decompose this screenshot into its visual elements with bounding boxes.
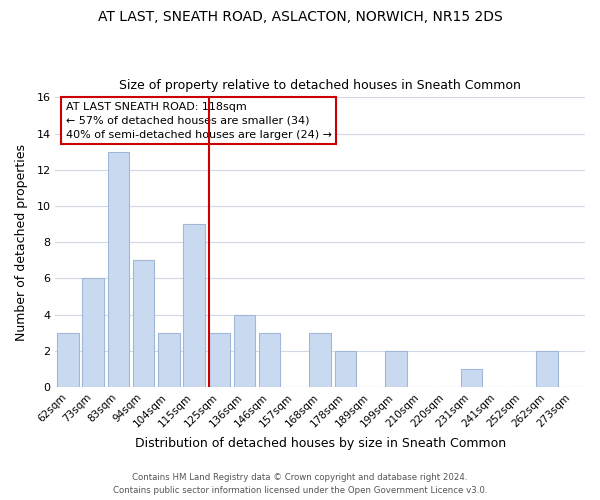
- Bar: [133, 260, 154, 387]
- Bar: [335, 350, 356, 387]
- Bar: [82, 278, 104, 387]
- Bar: [209, 332, 230, 387]
- Bar: [107, 152, 129, 387]
- Bar: [385, 350, 407, 387]
- Bar: [461, 369, 482, 387]
- Bar: [57, 332, 79, 387]
- Bar: [158, 332, 179, 387]
- X-axis label: Distribution of detached houses by size in Sneath Common: Distribution of detached houses by size …: [134, 437, 506, 450]
- Bar: [184, 224, 205, 387]
- Text: AT LAST SNEATH ROAD: 118sqm
← 57% of detached houses are smaller (34)
40% of sem: AT LAST SNEATH ROAD: 118sqm ← 57% of det…: [66, 102, 332, 140]
- Bar: [259, 332, 280, 387]
- Y-axis label: Number of detached properties: Number of detached properties: [15, 144, 28, 340]
- Title: Size of property relative to detached houses in Sneath Common: Size of property relative to detached ho…: [119, 79, 521, 92]
- Bar: [536, 350, 558, 387]
- Bar: [310, 332, 331, 387]
- Text: AT LAST, SNEATH ROAD, ASLACTON, NORWICH, NR15 2DS: AT LAST, SNEATH ROAD, ASLACTON, NORWICH,…: [98, 10, 502, 24]
- Text: Contains HM Land Registry data © Crown copyright and database right 2024.
Contai: Contains HM Land Registry data © Crown c…: [113, 474, 487, 495]
- Bar: [234, 314, 255, 387]
